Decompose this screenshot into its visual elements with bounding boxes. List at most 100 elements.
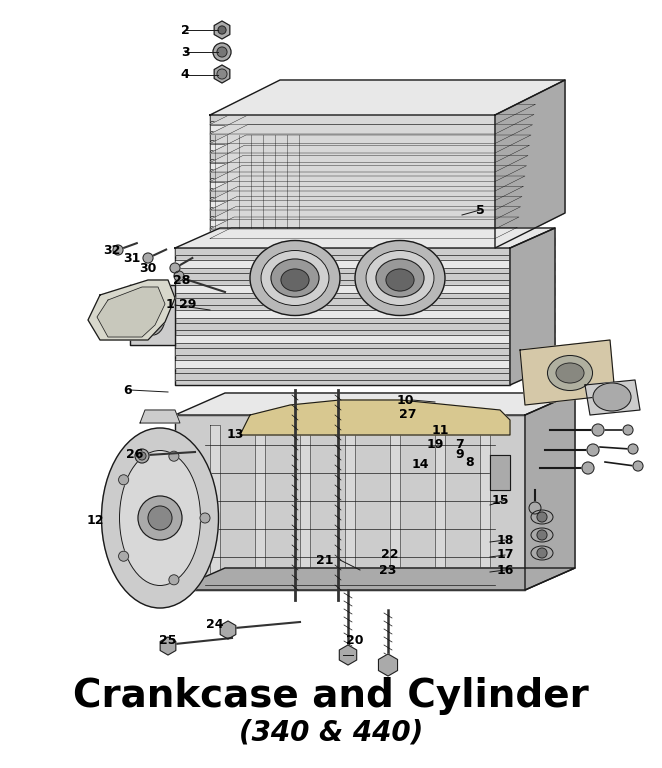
Polygon shape — [175, 228, 555, 248]
Text: 1: 1 — [166, 299, 174, 312]
Ellipse shape — [120, 451, 201, 585]
Polygon shape — [175, 372, 510, 380]
Polygon shape — [175, 393, 575, 415]
Polygon shape — [210, 220, 495, 226]
Circle shape — [174, 271, 184, 281]
Ellipse shape — [261, 250, 329, 306]
Text: 2: 2 — [181, 24, 189, 37]
Polygon shape — [175, 360, 510, 368]
Polygon shape — [210, 166, 526, 181]
Circle shape — [135, 449, 149, 463]
Ellipse shape — [376, 259, 424, 297]
Polygon shape — [210, 153, 495, 159]
Polygon shape — [175, 286, 510, 293]
Polygon shape — [210, 104, 536, 124]
Text: 23: 23 — [379, 564, 397, 577]
Polygon shape — [510, 250, 555, 268]
Circle shape — [138, 452, 146, 460]
Polygon shape — [210, 114, 534, 134]
Ellipse shape — [531, 528, 553, 542]
Polygon shape — [210, 135, 531, 153]
Circle shape — [148, 506, 172, 530]
Circle shape — [169, 574, 179, 584]
Polygon shape — [210, 124, 495, 131]
Polygon shape — [175, 248, 510, 256]
Polygon shape — [510, 313, 555, 330]
Circle shape — [633, 461, 643, 471]
Text: 29: 29 — [179, 299, 197, 312]
Polygon shape — [210, 197, 522, 210]
Polygon shape — [510, 276, 555, 293]
Circle shape — [537, 548, 547, 558]
Text: 22: 22 — [381, 548, 399, 561]
Polygon shape — [175, 310, 510, 318]
Text: 8: 8 — [465, 455, 474, 468]
Polygon shape — [210, 115, 495, 248]
Polygon shape — [585, 380, 640, 415]
Polygon shape — [210, 94, 537, 115]
Polygon shape — [435, 425, 445, 580]
Polygon shape — [175, 568, 575, 590]
Polygon shape — [510, 362, 555, 380]
Polygon shape — [345, 425, 355, 580]
Polygon shape — [510, 228, 555, 385]
Circle shape — [623, 425, 633, 435]
Polygon shape — [525, 393, 575, 590]
Polygon shape — [240, 400, 510, 435]
Polygon shape — [210, 134, 495, 141]
Polygon shape — [480, 425, 490, 580]
Ellipse shape — [547, 356, 592, 390]
Text: 20: 20 — [346, 634, 363, 647]
Polygon shape — [97, 287, 165, 337]
Text: 16: 16 — [496, 564, 514, 577]
Text: 4: 4 — [181, 68, 189, 81]
Circle shape — [170, 263, 180, 273]
Text: 11: 11 — [431, 423, 449, 436]
Circle shape — [587, 444, 599, 456]
Circle shape — [628, 444, 638, 454]
Text: 13: 13 — [226, 429, 244, 442]
Polygon shape — [175, 298, 510, 306]
Polygon shape — [210, 80, 565, 115]
Polygon shape — [510, 263, 555, 280]
Text: 7: 7 — [455, 439, 464, 452]
Polygon shape — [210, 115, 495, 121]
Text: 6: 6 — [124, 383, 132, 396]
Text: 32: 32 — [103, 243, 120, 257]
Text: 31: 31 — [123, 251, 141, 264]
Circle shape — [537, 512, 547, 522]
Polygon shape — [130, 285, 175, 345]
Polygon shape — [210, 144, 495, 150]
Circle shape — [118, 551, 128, 561]
Polygon shape — [210, 187, 524, 200]
Ellipse shape — [140, 295, 166, 335]
Ellipse shape — [531, 510, 553, 524]
Polygon shape — [210, 172, 495, 178]
Polygon shape — [175, 415, 525, 590]
Circle shape — [217, 69, 227, 79]
Polygon shape — [510, 238, 555, 256]
Polygon shape — [495, 80, 565, 248]
Text: 18: 18 — [496, 534, 514, 547]
Polygon shape — [510, 325, 555, 343]
Polygon shape — [510, 300, 555, 318]
Polygon shape — [510, 288, 555, 306]
Polygon shape — [210, 217, 519, 229]
Text: 28: 28 — [173, 273, 191, 286]
Text: 27: 27 — [399, 409, 417, 422]
Circle shape — [218, 26, 226, 34]
Circle shape — [113, 245, 123, 255]
Circle shape — [118, 475, 128, 485]
Text: 19: 19 — [426, 439, 444, 452]
Ellipse shape — [355, 240, 445, 316]
Polygon shape — [175, 335, 510, 343]
Circle shape — [529, 502, 541, 514]
Text: 15: 15 — [491, 494, 509, 507]
Polygon shape — [210, 155, 528, 172]
Text: 17: 17 — [496, 548, 514, 561]
Polygon shape — [210, 227, 518, 239]
Text: 12: 12 — [86, 514, 104, 527]
Circle shape — [592, 424, 604, 436]
Polygon shape — [210, 163, 495, 169]
Text: 21: 21 — [316, 554, 334, 567]
